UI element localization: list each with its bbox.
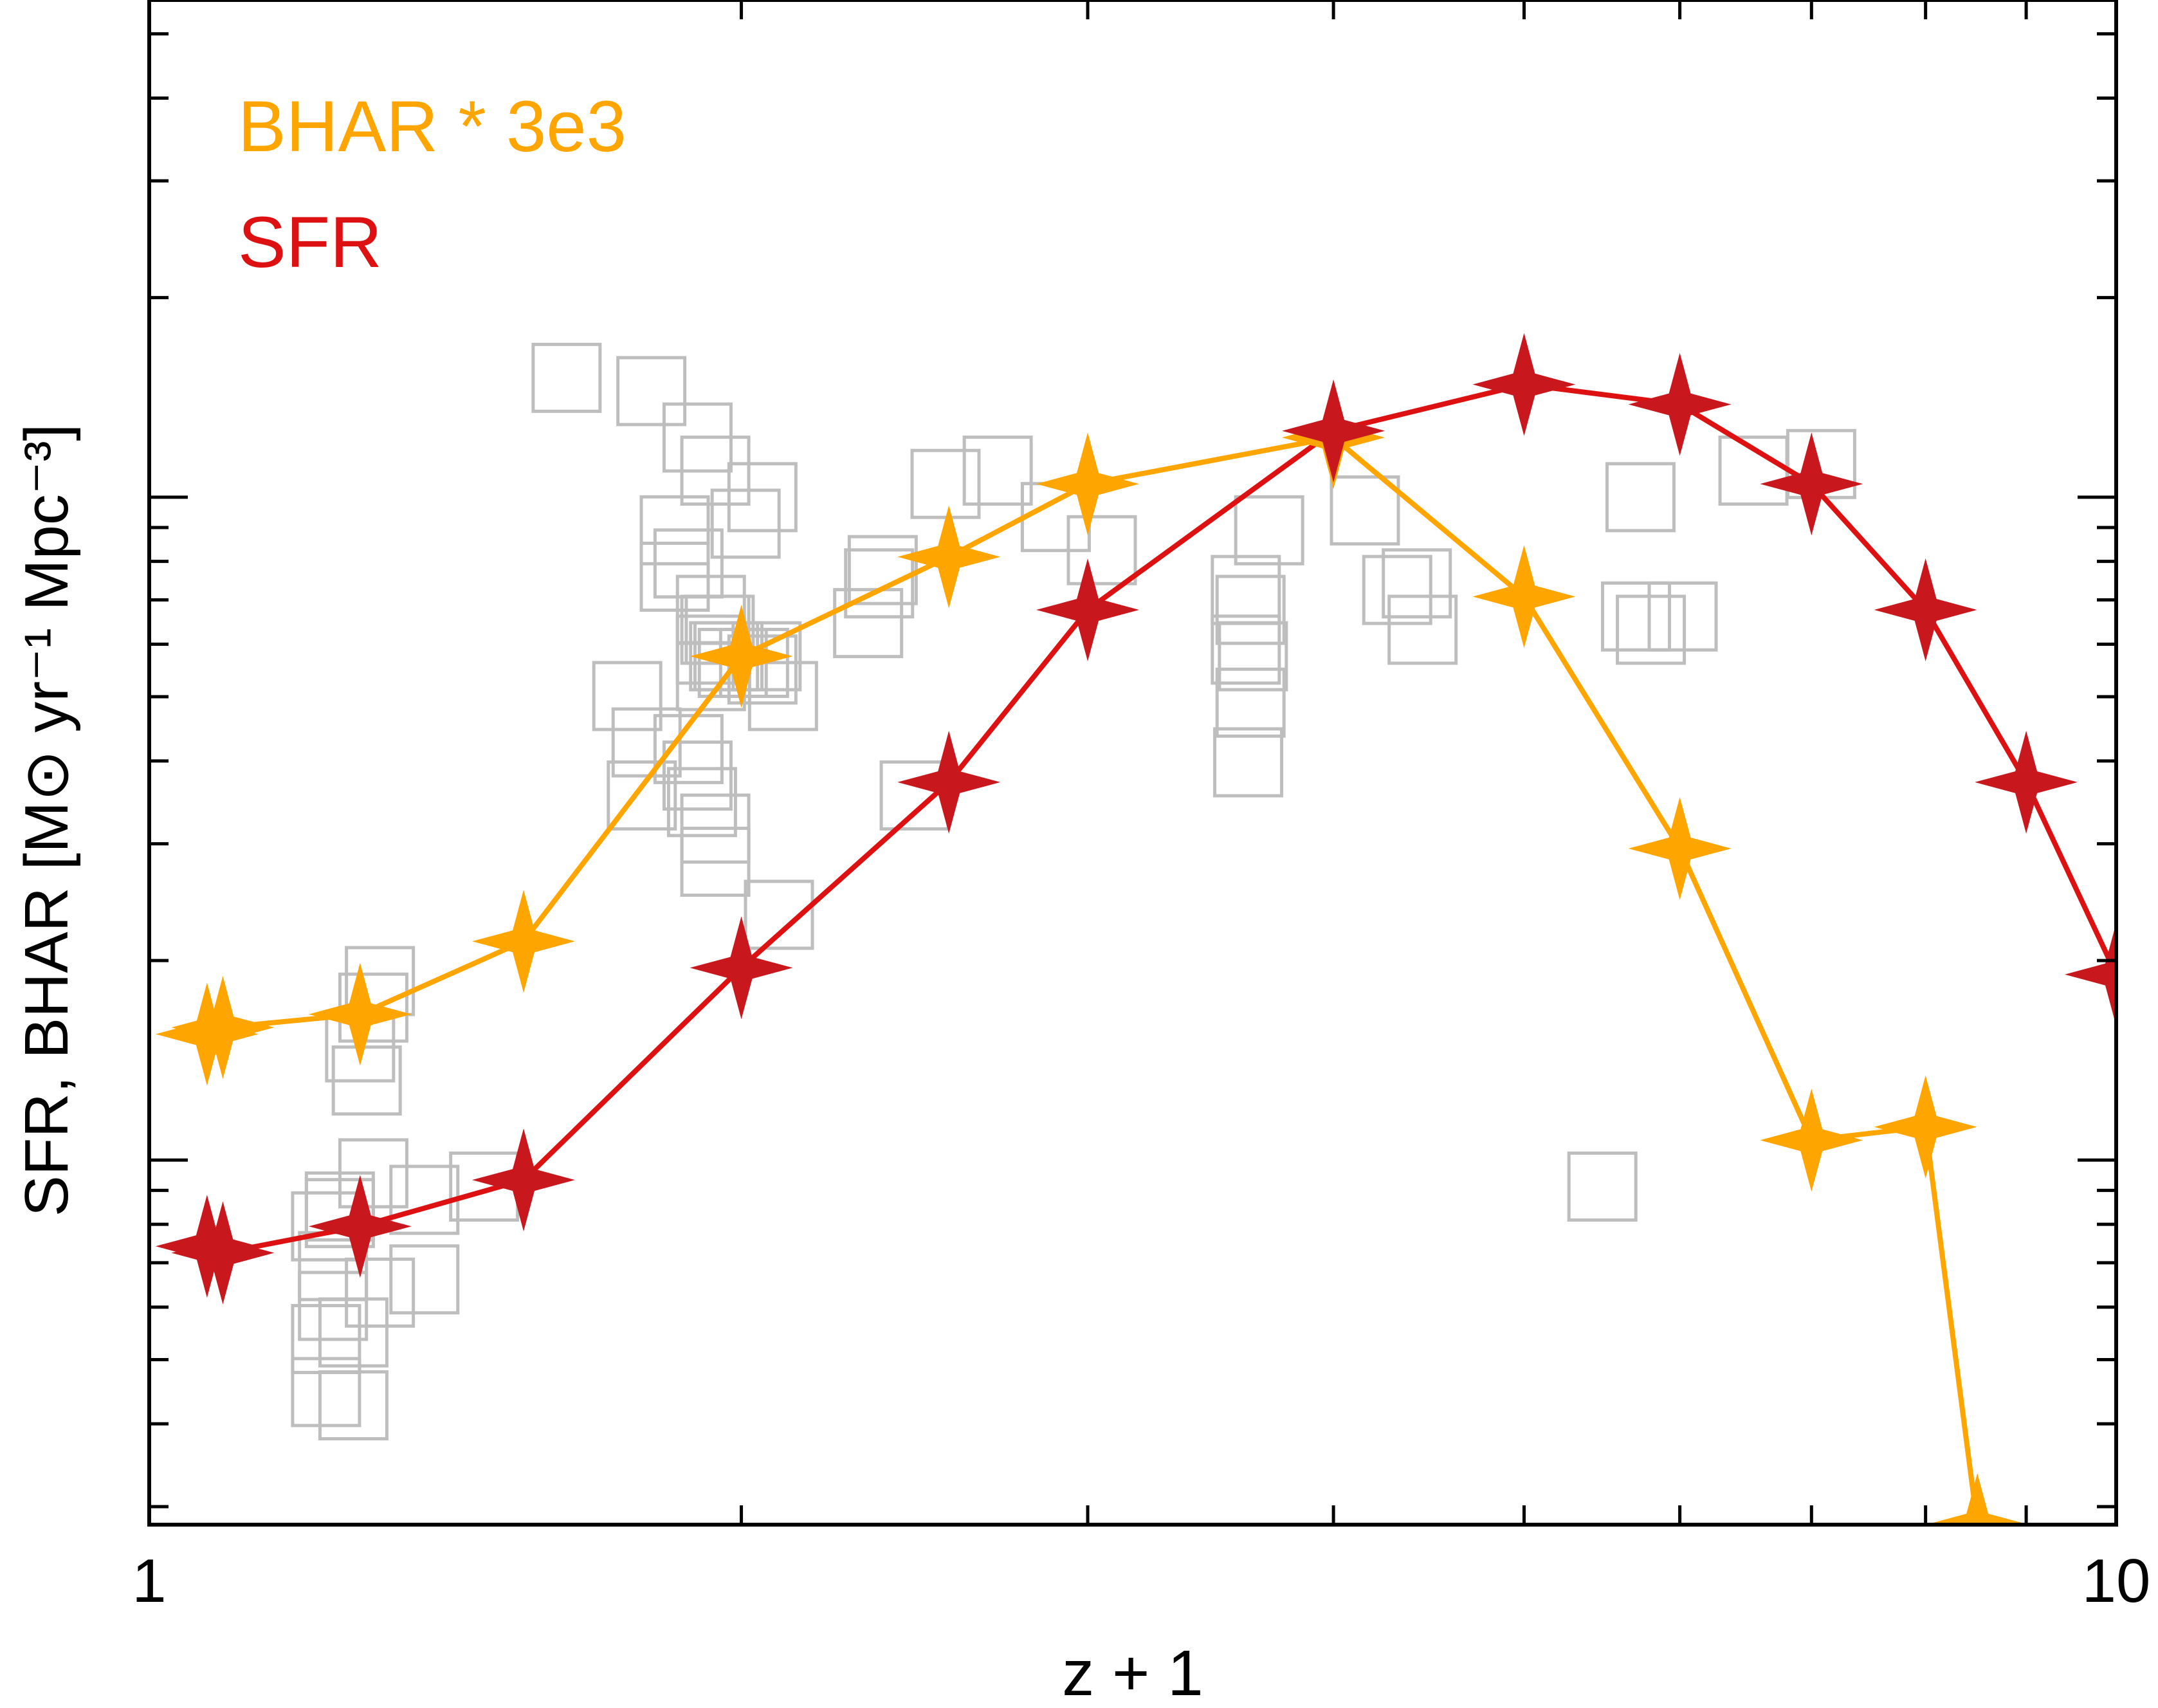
sfr-star-marker: [1760, 432, 1863, 536]
observation-square: [291, 1357, 361, 1428]
observation-square: [616, 356, 687, 427]
observation-square: [662, 740, 733, 811]
bhar-star-marker: [1874, 1075, 1977, 1179]
sfr-star-marker: [1628, 353, 1732, 456]
bhar-star-marker: [1760, 1088, 1863, 1192]
observation-square: [318, 1370, 389, 1441]
observation-square: [1382, 548, 1452, 619]
observation-square: [747, 661, 818, 731]
observation-square: [727, 462, 798, 533]
sfr-star-marker: [690, 916, 793, 1020]
observation-square: [1362, 555, 1432, 625]
sfr-star-marker: [308, 1175, 412, 1278]
observation-square: [639, 495, 710, 565]
observation-square: [531, 342, 602, 413]
bhar-star-marker: [1628, 796, 1732, 900]
bhar-star-marker: [897, 505, 1001, 609]
observation-square: [389, 1244, 460, 1315]
observation-square: [962, 436, 1033, 506]
observation-square: [680, 594, 751, 665]
observation-square: [1387, 594, 1458, 665]
observation-square: [910, 448, 981, 519]
axes: [147, 0, 2118, 1527]
sfr-star-marker: [472, 1128, 576, 1232]
sfr-star-marker: [1874, 558, 1977, 661]
observation-square: [1215, 667, 1286, 738]
observation-square: [1600, 581, 1671, 652]
observation-square: [744, 879, 814, 950]
sfr-star-marker: [1282, 379, 1385, 482]
observation-square: [1234, 495, 1304, 565]
observation-square: [1616, 594, 1687, 665]
x-axis-label: z + 1: [1062, 1637, 1203, 1708]
bhar-star-marker: [308, 962, 412, 1066]
observation-square: [833, 588, 904, 659]
observation-square: [607, 760, 677, 831]
observation-square: [844, 548, 915, 619]
observation-square: [1567, 1151, 1638, 1222]
x-tick-label: 10: [2082, 1547, 2151, 1615]
observation-square: [1066, 515, 1137, 585]
observation-square: [1215, 574, 1286, 645]
sfr-star-marker: [2065, 923, 2116, 1026]
sfr-star-marker: [1472, 333, 1576, 436]
sfr-star-marker: [1975, 730, 2078, 834]
observation-square: [1330, 475, 1400, 546]
observation-square: [680, 827, 751, 897]
legend-entry: BHAR * 3e3: [238, 86, 626, 167]
bhar-star-marker: [1926, 1473, 2029, 1525]
axis-labels: 1 10 z + 1 SFR, BHAR [M⊙ yr⁻¹ Mpc⁻³] BHAR * …: [12, 86, 2150, 1708]
bhar-star-marker: [472, 890, 576, 993]
x-tick-label: 1: [132, 1547, 166, 1615]
series-line-sfr: [206, 381, 2116, 1256]
legend-entry: SFR: [238, 202, 382, 282]
observation-square: [1647, 581, 1718, 652]
observation-square: [345, 1257, 416, 1328]
observation-square: [680, 436, 751, 506]
sfr-star-marker: [897, 730, 1001, 834]
observation-square: [304, 1178, 375, 1249]
sfr-star-marker: [171, 1201, 275, 1305]
observation-square: [1605, 462, 1676, 533]
observation-square: [1213, 727, 1284, 798]
observation-square: [710, 488, 781, 559]
bhar-star-marker: [690, 605, 793, 708]
bhar-star-marker: [171, 976, 275, 1079]
observation-square: [331, 1045, 402, 1116]
observation-square: [1218, 621, 1288, 692]
observation-square: [1211, 614, 1281, 685]
y-axis-label: SFR, BHAR [M⊙ yr⁻¹ Mpc⁻³]: [12, 424, 81, 1217]
bhar-star-marker: [1472, 545, 1576, 648]
observation-square: [666, 767, 737, 838]
bhar-star-marker: [1036, 432, 1140, 536]
observation-square: [592, 661, 663, 731]
sfr-star-marker: [1036, 558, 1140, 661]
observation-square: [653, 713, 724, 784]
series-markers: [155, 333, 2116, 1525]
